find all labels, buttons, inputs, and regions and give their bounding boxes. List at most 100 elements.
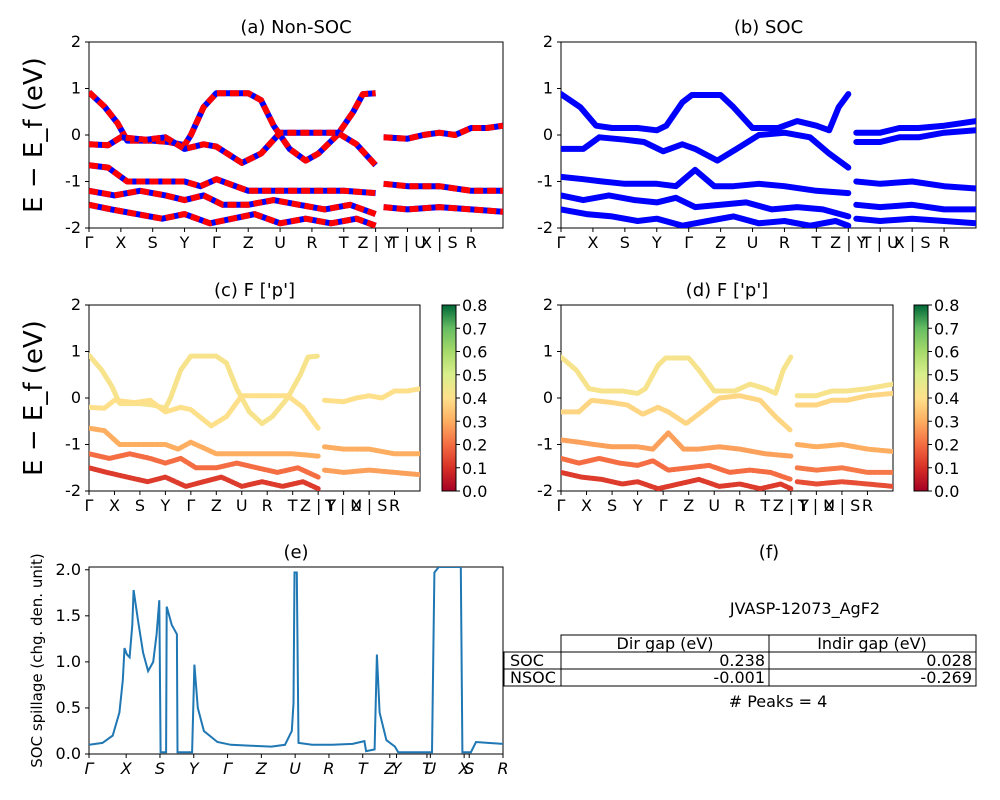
x-tick-label: Γ [212, 233, 221, 252]
x-tick-label: U [424, 759, 436, 778]
band-scatter-line [89, 465, 321, 491]
band-series [89, 352, 420, 491]
x-tick-label: S [464, 759, 474, 778]
colorbar-tick-label: 0.4 [462, 389, 487, 408]
colorbar-tick-label: 0.7 [934, 319, 959, 338]
band-line-red-dashed [383, 180, 503, 194]
colorbar-tick-label: 0.7 [462, 319, 487, 338]
table-row-nsoc-indir: -0.269 [920, 668, 972, 687]
band-scatter-line [561, 354, 794, 396]
table-row-nsoc-dir: -0.001 [713, 668, 765, 687]
band-line [853, 118, 976, 136]
x-tick-label: Z [683, 496, 694, 515]
x-tick-label: X [458, 759, 471, 778]
band-line [561, 166, 852, 197]
table-row-nsoc-label: NSOC [510, 668, 556, 687]
panel-title: (b) SOC [734, 17, 803, 38]
y-tick-label: 0 [71, 125, 81, 144]
x-tick-label: T [358, 759, 369, 778]
colorbar-c-ticks: 0.0 0.1 0.2 0.3 0.4 0.5 0.6 0.7 0.8 [456, 296, 487, 501]
band-scatter-line [561, 469, 794, 491]
colorbar-tick-label: 0.8 [462, 296, 487, 315]
x-tick-label: S [607, 496, 617, 515]
x-tick-label: Z [715, 233, 726, 252]
y-tick-label: 0.0 [56, 744, 81, 763]
colorbar-tick-label: 0.2 [462, 436, 487, 455]
x-tick-label: X [581, 496, 592, 515]
x-tick-label: Y [179, 233, 190, 252]
x-tick-label: U [274, 233, 286, 252]
x-tick-label: R [779, 233, 790, 252]
spillage-line [89, 567, 503, 754]
band-line-red-dashed [89, 187, 377, 217]
colorbar-d: 0.0 0.1 0.2 0.3 0.4 0.5 0.6 0.7 0.8 [913, 296, 959, 501]
panel-b-soc: (b) SOC -2 -1 0 1 2 Γ X S Y Γ Z U R T Z | YT | UX | S R [537, 17, 977, 252]
x-tick-label: T | U [324, 496, 362, 515]
band-scatter-line [794, 381, 893, 399]
y-tick-label: -2 [65, 481, 81, 500]
x-tick-label: Y [632, 496, 643, 515]
x-tick-label: Y [189, 759, 200, 778]
x-tick-label: S [620, 233, 630, 252]
x-tick-label: X [115, 233, 126, 252]
band-scatter-line [794, 390, 893, 408]
x-tick-label: T [338, 233, 349, 252]
colorbar-tick-label: 0.0 [462, 482, 487, 501]
panel-a-non-soc: (a) Non-SOC -2 -1 0 1 2 Γ X S Y Γ Z U R T Z | YT | UX |… [65, 17, 504, 252]
band-scatter-line [794, 442, 893, 454]
x-tick-label: R [939, 233, 950, 252]
y-tick-label: 1.5 [56, 606, 81, 625]
table-header-indir-gap: Indir gap (eV) [817, 634, 927, 653]
band-line [561, 192, 852, 220]
band-line [561, 91, 852, 134]
x-tick-label: Z [243, 233, 254, 252]
colorbar-c: 0.0 0.1 0.2 0.3 0.4 0.5 0.6 0.7 0.8 [441, 296, 487, 501]
band-scatter-line [322, 386, 420, 405]
band-line-red-dashed [383, 122, 503, 142]
x-tick-label: Γ [557, 233, 566, 252]
x-tick-label: R [497, 759, 508, 778]
x-tick-label: T [287, 496, 298, 515]
x-tick-label: Γ [557, 496, 566, 515]
band-scatter-line [794, 465, 893, 475]
y-tick-label: 0 [71, 388, 81, 407]
x-tick-label: T [422, 759, 433, 778]
y-tick-label: -1 [65, 435, 81, 454]
band-scatter-line [794, 479, 893, 489]
x-tick-label: T [759, 496, 770, 515]
colorbar-tick-label: 0.5 [462, 366, 487, 385]
panel-title: (d) F ['p'] [686, 280, 769, 301]
x-tick-label: R [466, 233, 477, 252]
band-scatter-line [89, 451, 321, 480]
x-tick-label: U [747, 233, 759, 252]
x-tick-label: X [587, 233, 598, 252]
band-line-red-dashed [89, 129, 378, 168]
x-tick-label: Γ [85, 759, 95, 778]
x-tick-label: Z | Y [830, 233, 867, 252]
table-row-soc-indir: 0.028 [926, 651, 972, 670]
y-tick-label: 1 [71, 79, 81, 98]
colorbar-tick-label: 0.0 [934, 482, 959, 501]
x-tick-label: R [306, 233, 317, 252]
colorbar-d-gradient [913, 304, 929, 492]
panel-f-title: (f) [759, 542, 779, 563]
x-tick-label: U [289, 759, 301, 778]
x-tick-label: S [135, 496, 145, 515]
band-line [853, 215, 976, 227]
panel-title: (e) [283, 542, 308, 563]
x-tick-label: R [323, 759, 334, 778]
y-tick-label: 1 [71, 342, 81, 361]
colorbar-tick-label: 0.8 [934, 296, 959, 315]
band-scatter-line [322, 444, 420, 457]
colorbar-tick-label: 0.3 [934, 412, 959, 431]
band-ylabel-text-top: E − E_f (eV) [19, 57, 49, 213]
table-row-soc-dir: 0.238 [719, 651, 765, 670]
band-series [561, 354, 893, 491]
x-tick-label: Z [383, 759, 396, 778]
x-tick-label: Γ [684, 233, 693, 252]
y-tick-label: -2 [537, 218, 553, 237]
y-tick-label: 0 [543, 388, 553, 407]
colorbar-c-gradient [441, 304, 457, 492]
x-tick-label: Z | Y [357, 233, 394, 252]
